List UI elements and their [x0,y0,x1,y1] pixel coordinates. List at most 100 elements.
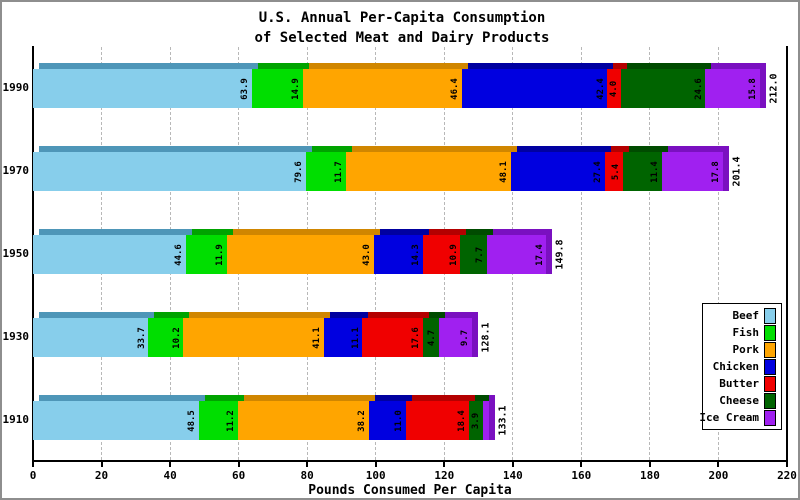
x-tick [580,462,583,467]
bar-segment-label: 17.8 [711,160,722,183]
legend-swatch-chicken [764,358,776,375]
bar-segment-top [468,63,614,69]
bar-segment [303,69,463,108]
bar-segment-label: 15.8 [747,77,758,100]
bar-segment-top [610,146,630,152]
x-tick-label: 20 [94,469,109,482]
x-tick-label: 220 [777,469,797,482]
bar-total-label: 212.0 [768,73,780,104]
bar-segment-label: 9.7 [460,329,471,346]
bar-end-face [546,229,553,274]
bar-segment-label: 42.4 [595,77,606,100]
bar-segment-top [39,63,258,69]
x-tick [511,462,514,467]
x-tick-label: 120 [434,469,455,482]
chart-title: U.S. Annual Per-Capita Consumption of Se… [2,8,798,48]
bar-segment [462,69,608,108]
bar-segment-label: 79.6 [293,160,304,183]
y-tick-label: 1930 [2,330,30,343]
bar-segment-top [711,63,766,69]
bar-segment-top [39,146,312,152]
legend-item-cheese: Cheese [703,392,781,409]
bar-segment-top [39,395,206,401]
bar-segment-top [613,63,628,69]
bar-segment [33,401,200,440]
bar-segment [607,69,622,108]
bar-segment [469,401,483,440]
bar-segment-top [380,229,429,235]
bar-segment-top [429,229,467,235]
bar-segment-label: 27.4 [592,160,603,183]
bar-segment-top [374,395,413,401]
bar-segment [33,152,306,191]
bar-total-label: 201.4 [731,156,743,187]
bar-segment-top [368,312,429,318]
x-tick [374,462,377,467]
bar-segment-label: 14.3 [411,243,422,266]
bar-segment [368,401,407,440]
bar-segment-label: 17.6 [410,326,421,349]
bar-segment-top [205,395,244,401]
x-tick [237,462,240,467]
bar-segment-label: 43.0 [362,243,372,266]
bar-segment [345,152,511,191]
legend-label: Cheese [719,394,759,407]
bar-segment [185,235,227,274]
bar-segment [705,69,760,108]
legend-label: Butter [719,377,759,390]
x-tick-label: 160 [571,469,592,482]
legend-label: Ice Cream [699,411,759,424]
bar-total-label: 128.1 [480,322,492,353]
bar-segment-top [627,63,712,69]
bar-segment-top [444,312,479,318]
bar-segment-label: 11.0 [394,409,405,432]
bar-segment-label: 41.1 [312,326,323,349]
gridline [649,47,651,460]
x-tick-label: 200 [708,469,729,482]
y-tick-label: 1990 [2,81,30,94]
y-tick-label: 1950 [2,247,30,260]
bar-segment-label: 11.1 [350,326,361,349]
bar-segment-top [351,146,517,152]
legend-swatch-butter [764,375,776,392]
bar-segment [237,401,369,440]
x-axis-line [32,460,788,462]
legend-swatch-beef [764,307,776,324]
bar-segment-label: 11.9 [214,243,225,266]
x-tick [100,462,103,467]
bar-segment-top [492,229,553,235]
bar-segment-label: 46.4 [450,77,461,100]
legend-swatch-cheese [764,392,776,409]
bar-segment-label: 11.7 [333,160,344,183]
bar-segment-top [466,229,493,235]
legend-item-pork: Pork [703,341,781,358]
bar-segment-label: 44.6 [173,243,184,266]
bar-segment-label: 63.9 [240,77,250,100]
bar-segment-top [311,146,352,152]
bar-segment-top [488,395,496,401]
bar-segment-top [154,312,190,318]
bar-segment-label: 7.7 [474,246,485,263]
x-tick [648,462,651,467]
bar-segment [406,401,470,440]
bar-segment [623,152,663,191]
legend-item-beef: Beef [703,307,781,324]
x-tick-label: 100 [365,469,386,482]
bar-segment-top [39,229,192,235]
bar-segment-label: 3.9 [470,412,481,429]
bar-segment-label: 14.9 [291,77,302,100]
bar-segment-top [191,229,233,235]
bar-total-label: 149.8 [554,239,566,270]
x-axis-title: Pounds Consumed Per Capita [308,483,512,498]
legend-label: Beef [732,309,760,322]
bar-segment [33,318,149,357]
bar-segment [226,235,374,274]
bar-segment-top [39,312,155,318]
bar-segment-top [428,312,445,318]
bar-segment-top [309,63,469,69]
bar-segment-top [412,395,476,401]
bar-segment-top [516,146,611,152]
chart-title-line2: of Selected Meat and Dairy Products [254,30,550,46]
gridline [580,47,582,460]
